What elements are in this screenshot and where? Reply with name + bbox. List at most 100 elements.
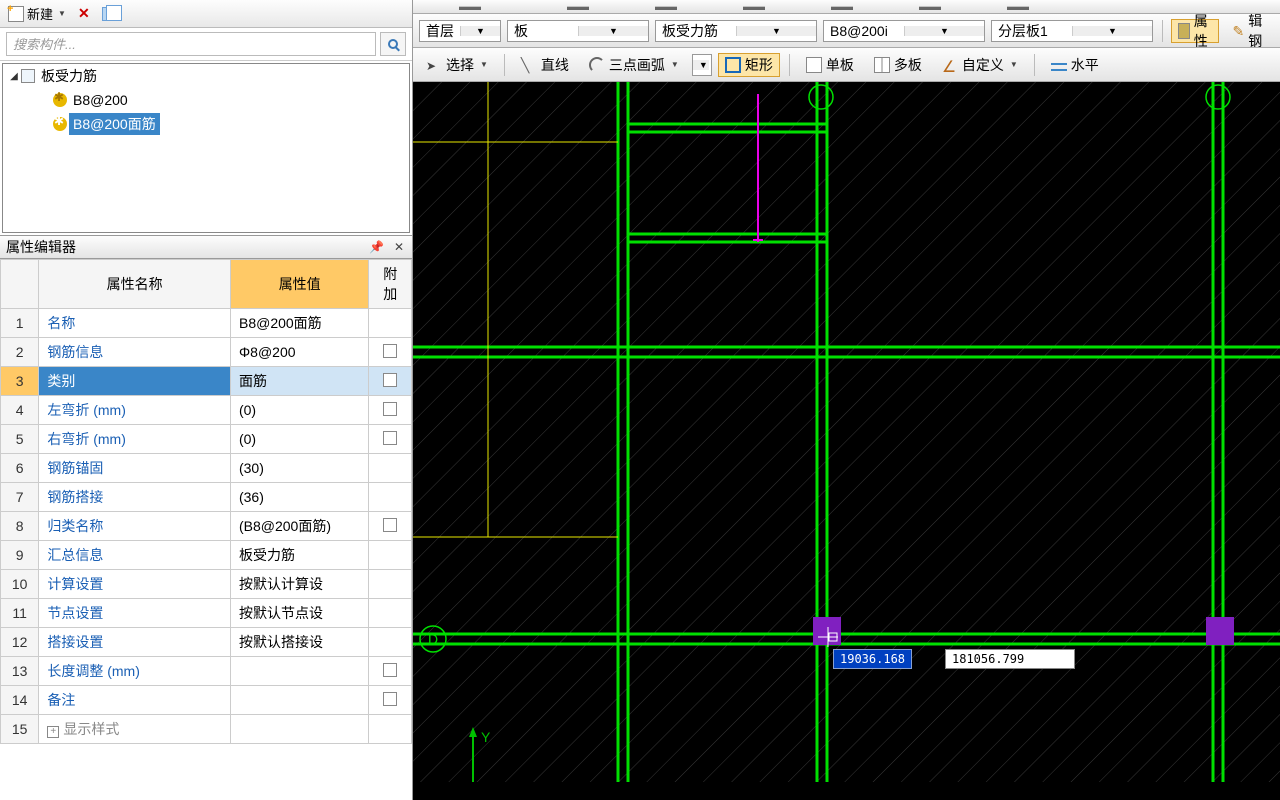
row-number: 12 [1,628,39,657]
prop-attach[interactable] [369,483,412,512]
prop-name: 类别 [39,367,231,396]
tree-item-selected[interactable]: B8@200面筋 [3,112,409,136]
table-row[interactable]: 11节点设置按默认节点设 [1,599,412,628]
prop-attach[interactable] [369,715,412,744]
property-editor-header: 属性编辑器 📌 ✕ [0,235,412,259]
spec-combo[interactable]: B8@200i▼ [823,20,985,42]
multi-label: 多板 [894,55,922,75]
type-combo[interactable]: 板受力筋▼ [655,20,817,42]
prop-value[interactable] [230,715,368,744]
empty-combo[interactable]: ▼ [692,54,712,76]
arc-button[interactable]: 三点画弧▼ [582,53,686,77]
copy-button[interactable] [98,5,120,23]
table-row[interactable]: 7钢筋搭接(36) [1,483,412,512]
property-button[interactable]: 属性 [1171,19,1219,43]
coord-readout-2: 181056.799 [945,649,1075,669]
custom-button[interactable]: 自定义▼ [935,53,1025,77]
prop-attach[interactable] [369,309,412,338]
th-name: 属性名称 [39,260,231,309]
table-row[interactable]: 8归类名称(B8@200面筋) [1,512,412,541]
prop-attach[interactable] [369,512,412,541]
table-row[interactable]: 4左弯折 (mm)(0) [1,396,412,425]
prop-name: 名称 [39,309,231,338]
row-number: 13 [1,657,39,686]
table-row[interactable]: 10计算设置按默认计算设 [1,570,412,599]
table-row[interactable]: 6钢筋锚固(30) [1,454,412,483]
tree-checkbox-icon[interactable] [21,69,35,83]
prop-name: 左弯折 (mm) [39,396,231,425]
table-row[interactable]: 14备注 [1,686,412,715]
search-button[interactable] [380,32,406,56]
table-row[interactable]: 2钢筋信息Φ8@200 [1,338,412,367]
table-row[interactable]: 9汇总信息板受力筋 [1,541,412,570]
component-tree[interactable]: ◢ 板受力筋 B8@200 B8@200面筋 [2,63,410,233]
new-button[interactable]: 新建 ▼ [4,2,70,25]
prop-value[interactable]: 面筋 [230,367,368,396]
chevron-down-icon: ▼ [904,26,984,36]
multi-board-button[interactable]: 多板 [867,53,929,77]
prop-attach[interactable] [369,338,412,367]
row-number: 5 [1,425,39,454]
prop-attach[interactable] [369,396,412,425]
prop-attach[interactable] [369,599,412,628]
prop-name: 钢筋搭接 [39,483,231,512]
prop-attach[interactable] [369,367,412,396]
prop-attach[interactable] [369,541,412,570]
prop-attach[interactable] [369,686,412,715]
row-number: 6 [1,454,39,483]
tree-item[interactable]: B8@200 [3,88,409,112]
table-row[interactable]: 15+显示样式 [1,715,412,744]
prop-value[interactable]: 按默认节点设 [230,599,368,628]
prop-value[interactable]: (B8@200面筋) [230,512,368,541]
prop-attach[interactable] [369,628,412,657]
drawing-canvas[interactable]: DY 19036.168 181056.799 [413,82,1280,800]
row-number: 2 [1,338,39,367]
prop-value[interactable]: (0) [230,425,368,454]
table-row[interactable]: 12搭接设置按默认搭接设 [1,628,412,657]
row-number: 8 [1,512,39,541]
prop-value[interactable] [230,657,368,686]
prop-value[interactable]: (30) [230,454,368,483]
rect-button[interactable]: 矩形 [718,53,780,77]
edit-rebar-button[interactable]: 编辑钢筋 [1225,19,1274,43]
prop-value[interactable]: 按默认计算设 [230,570,368,599]
prop-attach[interactable] [369,570,412,599]
search-input[interactable] [6,32,376,56]
floor-combo[interactable]: 首层▼ [419,20,501,42]
search-row [0,28,412,61]
prop-value[interactable]: B8@200面筋 [230,309,368,338]
layer-combo[interactable]: 分层板1▼ [991,20,1153,42]
close-icon[interactable]: ✕ [392,240,406,254]
tree-item-label: B8@200面筋 [69,113,160,135]
prop-value[interactable]: 板受力筋 [230,541,368,570]
select-button[interactable]: 选择▼ [419,53,495,77]
prop-value[interactable]: 按默认搭接设 [230,628,368,657]
chevron-down-icon: ▼ [460,26,500,36]
collapse-icon[interactable]: ◢ [9,71,19,82]
prop-value[interactable]: (0) [230,396,368,425]
prop-attach[interactable] [369,425,412,454]
chevron-down-icon: ▼ [1010,60,1018,69]
table-row[interactable]: 13长度调整 (mm) [1,657,412,686]
prop-value[interactable] [230,686,368,715]
prop-attach[interactable] [369,454,412,483]
table-row[interactable]: 1名称B8@200面筋 [1,309,412,338]
table-row[interactable]: 5右弯折 (mm)(0) [1,425,412,454]
prop-value[interactable]: (36) [230,483,368,512]
chevron-down-icon: ▼ [1072,26,1152,36]
line-button[interactable]: 直线 [514,53,576,77]
delete-button[interactable]: ✕ [74,3,94,24]
property-table-container: 属性名称 属性值 附加 1名称B8@200面筋2钢筋信息Φ8@2003类别面筋4… [0,259,412,800]
prop-attach[interactable] [369,657,412,686]
pin-icon[interactable]: 📌 [367,240,386,254]
th-rownum [1,260,39,309]
single-board-button[interactable]: 单板 [799,53,861,77]
prop-name: 归类名称 [39,512,231,541]
element-combo[interactable]: 板▼ [507,20,649,42]
left-toolbar: 新建 ▼ ✕ [0,0,412,28]
tree-root[interactable]: ◢ 板受力筋 [3,64,409,88]
table-row[interactable]: 3类别面筋 [1,367,412,396]
prop-value[interactable]: Φ8@200 [230,338,368,367]
horizontal-button[interactable]: 水平 [1044,53,1106,77]
toolbar-element-select: 首层▼ 板▼ 板受力筋▼ B8@200i▼ 分层板1▼ 属性 编辑钢筋 [413,14,1280,48]
